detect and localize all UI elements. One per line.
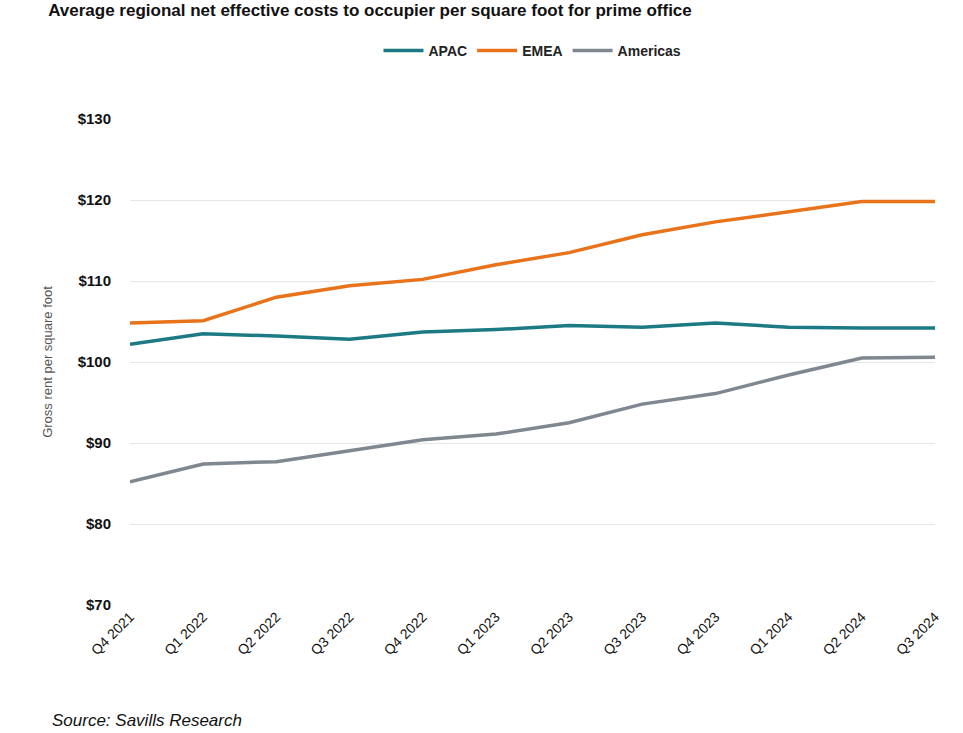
svg-text:Q2 2022: Q2 2022 — [234, 609, 283, 658]
svg-text:Gross rent per square foot: Gross rent per square foot — [40, 286, 55, 438]
svg-text:$100: $100 — [78, 353, 111, 370]
svg-text:$120: $120 — [78, 191, 111, 208]
svg-text:Q2 2023: Q2 2023 — [527, 609, 576, 658]
svg-text:APAC: APAC — [429, 43, 468, 59]
svg-text:Q1 2022: Q1 2022 — [161, 609, 210, 658]
svg-text:Q4 2022: Q4 2022 — [381, 609, 430, 658]
svg-text:Q4 2021: Q4 2021 — [88, 609, 137, 658]
svg-text:$130: $130 — [78, 110, 111, 127]
svg-text:Q4 2023: Q4 2023 — [673, 609, 722, 658]
svg-text:Americas: Americas — [618, 43, 681, 59]
svg-text:Source: Savills Research: Source: Savills Research — [52, 711, 242, 730]
svg-text:$110: $110 — [78, 272, 111, 289]
svg-text:Q3 2022: Q3 2022 — [307, 609, 356, 658]
svg-text:Q3 2024: Q3 2024 — [893, 609, 942, 658]
svg-text:Q1 2024: Q1 2024 — [746, 609, 795, 658]
svg-text:$80: $80 — [86, 515, 111, 532]
svg-text:$90: $90 — [86, 434, 111, 451]
svg-text:Q1 2023: Q1 2023 — [454, 609, 503, 658]
svg-text:Average regional net effective: Average regional net effective costs to … — [48, 1, 692, 20]
svg-text:Q2 2024: Q2 2024 — [820, 609, 869, 658]
svg-text:EMEA: EMEA — [522, 43, 562, 59]
svg-text:Q3 2023: Q3 2023 — [600, 609, 649, 658]
svg-text:$70: $70 — [86, 596, 111, 613]
